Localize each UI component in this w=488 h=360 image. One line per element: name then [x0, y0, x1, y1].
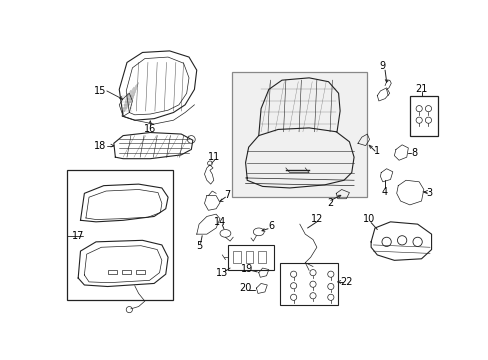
Text: 7: 7 — [224, 190, 230, 200]
Text: 20: 20 — [239, 283, 251, 293]
Text: 4: 4 — [381, 187, 387, 197]
Text: 16: 16 — [144, 125, 156, 134]
Text: 5: 5 — [196, 241, 202, 251]
Text: 10: 10 — [363, 214, 375, 224]
Text: 18: 18 — [94, 141, 106, 150]
Text: 12: 12 — [310, 214, 323, 224]
Text: 15: 15 — [94, 86, 106, 96]
Text: 6: 6 — [268, 221, 274, 231]
Text: 22: 22 — [339, 277, 352, 287]
FancyBboxPatch shape — [231, 72, 366, 197]
Text: 2: 2 — [327, 198, 333, 208]
Text: 19: 19 — [241, 264, 253, 274]
Text: 17: 17 — [72, 231, 84, 241]
Text: 8: 8 — [410, 148, 417, 158]
Text: 9: 9 — [379, 61, 385, 71]
Text: 11: 11 — [208, 152, 220, 162]
Text: 14: 14 — [213, 217, 225, 227]
Text: 3: 3 — [426, 188, 431, 198]
Text: 21: 21 — [414, 84, 427, 94]
Text: 1: 1 — [373, 146, 380, 156]
Text: 13: 13 — [216, 267, 228, 278]
